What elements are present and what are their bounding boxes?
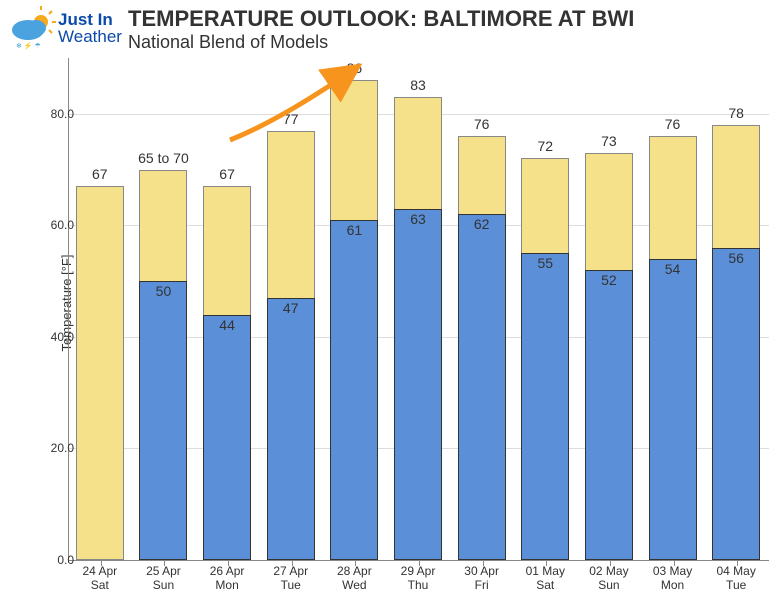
bar-label-high: 78 — [728, 105, 744, 121]
x-tick-label: 04 MayTue — [716, 564, 755, 593]
bar-group: 86 61 — [330, 58, 378, 560]
bar-low — [521, 253, 569, 560]
bar-label-high: 65 to 70 — [138, 150, 189, 166]
bar-group: 83 63 — [394, 58, 442, 560]
x-tick-label: 30 AprFri — [464, 564, 499, 593]
bar-low — [585, 270, 633, 560]
bar-low — [267, 298, 315, 560]
chart-container: ❄ ⚡ ☂ Just In Weather TEMPERATURE OUTLOO… — [0, 0, 780, 606]
bar-label-low: 44 — [219, 317, 235, 333]
x-tick-label: 03 MayMon — [653, 564, 692, 593]
bar-group: 65 to 70 50 — [139, 58, 187, 560]
bar-label-high: 67 — [92, 166, 108, 182]
bar-label-high: 76 — [474, 116, 490, 132]
y-tick-label: 80.0 — [51, 107, 74, 121]
bar-group: 76 62 — [458, 58, 506, 560]
bar-low — [139, 281, 187, 560]
chart-subtitle: National Blend of Models — [128, 32, 328, 53]
x-tick-label: 02 MaySun — [589, 564, 628, 593]
x-tick-label: 01 MaySat — [526, 564, 565, 593]
bar-high — [76, 186, 124, 560]
bar-group: 78 56 — [712, 58, 760, 560]
bar-label-high: 77 — [283, 111, 299, 127]
logo: ❄ ⚡ ☂ Just In Weather — [8, 4, 122, 52]
svg-text:❄ ⚡ ☂: ❄ ⚡ ☂ — [16, 41, 41, 50]
x-tick-label: 24 AprSat — [82, 564, 117, 593]
logo-line2: Weather — [58, 28, 122, 45]
bar-group: 72 55 — [521, 58, 569, 560]
bar-low — [649, 259, 697, 560]
bar-label-low: 47 — [283, 300, 299, 316]
bar-low — [394, 209, 442, 560]
bar-group: 76 54 — [649, 58, 697, 560]
bar-label-high: 73 — [601, 133, 617, 149]
logo-icon: ❄ ⚡ ☂ — [8, 4, 56, 52]
x-tick-label: 26 AprMon — [210, 564, 245, 593]
x-tick-label: 25 AprSun — [146, 564, 181, 593]
bar-label-low: 52 — [601, 272, 617, 288]
bar-group: 77 47 — [267, 58, 315, 560]
bars-layer: 67 65 to 70 50 67 44 77 47 86 61 83 63 76 62 72 55 73 52… — [68, 58, 768, 560]
bar-label-low: 55 — [537, 255, 553, 271]
x-tick-label: 27 AprTue — [273, 564, 308, 593]
bar-low — [203, 315, 251, 560]
logo-line1: Just In — [58, 11, 122, 28]
bar-group: 67 44 — [203, 58, 251, 560]
y-tick-label: 60.0 — [51, 218, 74, 232]
bar-label-high: 83 — [410, 77, 426, 93]
y-tick-label: 20.0 — [51, 441, 74, 455]
bar-label-high: 86 — [347, 60, 363, 76]
bar-label-low: 50 — [156, 283, 172, 299]
bar-label-low: 54 — [665, 261, 681, 277]
x-tick-label: 29 AprThu — [401, 564, 436, 593]
bar-low — [712, 248, 760, 560]
y-tick-label: 0.0 — [57, 553, 74, 567]
bar-low — [330, 220, 378, 560]
bar-label-low: 56 — [728, 250, 744, 266]
bar-group: 67 — [76, 58, 124, 560]
bar-label-low: 63 — [410, 211, 426, 227]
bar-label-low: 61 — [347, 222, 363, 238]
bar-group: 73 52 — [585, 58, 633, 560]
bar-label-high: 67 — [219, 166, 235, 182]
bar-label-low: 62 — [474, 216, 490, 232]
bar-label-high: 72 — [537, 138, 553, 154]
logo-text: Just In Weather — [58, 11, 122, 45]
bar-label-high: 76 — [665, 116, 681, 132]
y-tick-label: 40.0 — [51, 330, 74, 344]
bar-low — [458, 214, 506, 560]
x-tick-label: 28 AprWed — [337, 564, 372, 593]
chart-title: TEMPERATURE OUTLOOK: BALTIMORE AT BWI — [128, 6, 634, 32]
